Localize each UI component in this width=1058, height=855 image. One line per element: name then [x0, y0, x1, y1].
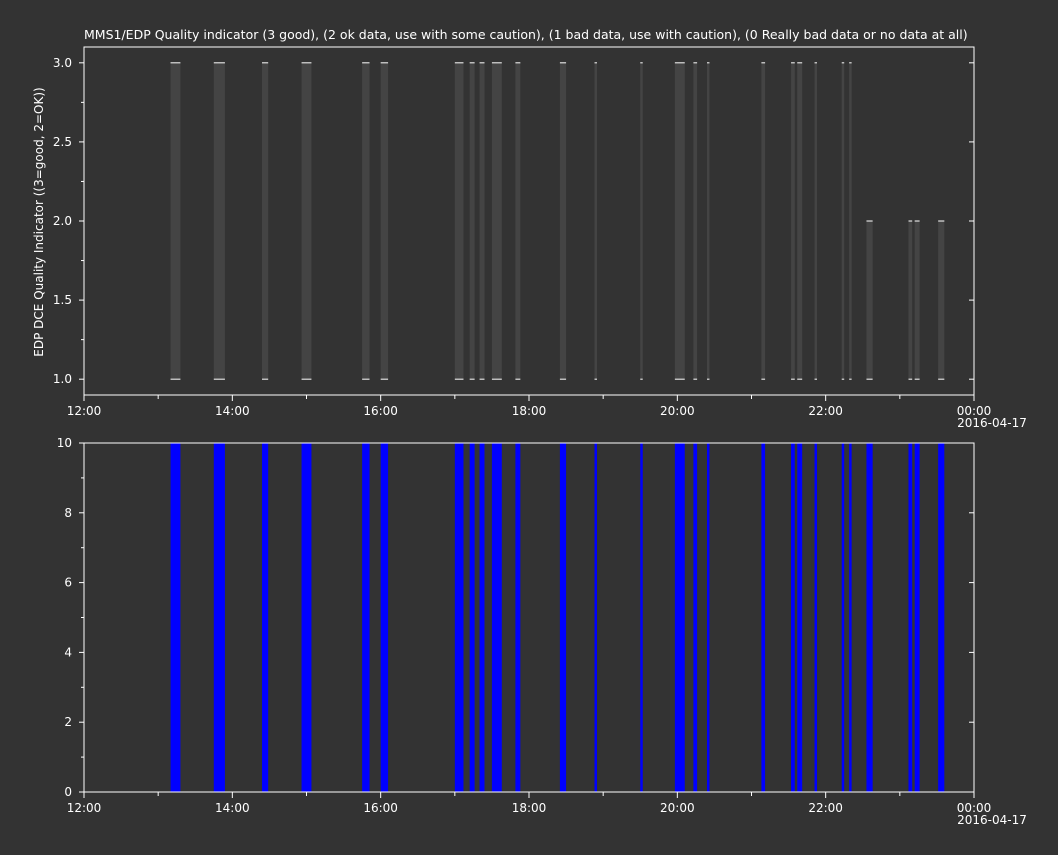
y-tick-label: 1.0: [53, 372, 72, 386]
y-tick-label: 2.0: [53, 214, 72, 228]
quality-bar: [594, 62, 597, 380]
y-tick-label: 0: [64, 785, 72, 799]
flag-bar: [170, 443, 181, 792]
panel-2: 0 2 4 6 8 10 12:00 14:00 16:00 18:00 20:00 22:00 00:…: [57, 436, 1027, 827]
quality-bar: [841, 62, 845, 380]
quality-bar: [707, 62, 710, 380]
quality-bar: [693, 62, 698, 380]
quality-bar: [640, 62, 643, 380]
quality-bar: [362, 62, 370, 380]
y-tick-label: 2.5: [53, 135, 72, 149]
flag-bar: [761, 443, 766, 792]
x-tick-label: 16:00: [363, 404, 398, 418]
y-tick-label: 4: [64, 645, 72, 659]
flag-bar: [791, 443, 795, 792]
flag-bar: [693, 443, 698, 792]
panel-1: 1.0 1.5 2.0 2.5 3.0 12:00 14:00 16:00 18:00 20:00…: [53, 46, 1027, 430]
x-tick-label: 16:00: [363, 801, 398, 815]
x-tick-label: 22:00: [808, 404, 843, 418]
quality-bar: [491, 62, 502, 380]
quality-bar: [814, 62, 818, 380]
flag-bar: [849, 443, 852, 792]
quality-bar: [170, 62, 181, 380]
chart-title: MMS1/EDP Quality indicator (3 good), (2 …: [84, 27, 968, 42]
flag-bar: [938, 443, 945, 792]
panel-1-bars: [170, 62, 945, 380]
flag-bar: [479, 443, 485, 792]
flag-bar: [469, 443, 475, 792]
y-tick-label: 2: [64, 715, 72, 729]
quality-bar: [559, 62, 567, 380]
y-tick-label: 1.5: [53, 293, 72, 307]
quality-bar: [469, 62, 475, 380]
x-tick-label: 18:00: [512, 801, 547, 815]
x-date-label: 2016-04-17: [957, 416, 1027, 430]
flag-bar: [262, 443, 269, 792]
y-tick-label: 8: [64, 506, 72, 520]
flag-bar: [908, 443, 913, 792]
flag-bar: [814, 443, 818, 792]
x-tick-label: 12:00: [67, 801, 102, 815]
flag-bar: [380, 443, 389, 792]
x-tick-label: 14:00: [215, 801, 250, 815]
flag-bar: [866, 443, 873, 792]
quality-bar: [213, 62, 225, 380]
quality-bar: [908, 221, 913, 380]
quality-bar: [479, 62, 485, 380]
quality-bar: [515, 62, 521, 380]
x-tick-label: 20:00: [660, 801, 695, 815]
flag-bar: [914, 443, 920, 792]
x-date-label: 2016-04-17: [957, 813, 1027, 827]
flag-bar: [362, 443, 370, 792]
quality-bar: [797, 62, 803, 380]
quality-bar: [866, 221, 873, 380]
quality-bar: [262, 62, 269, 380]
quality-bar: [914, 221, 920, 380]
y-tick-label: 3.0: [53, 56, 72, 70]
quality-bar: [454, 62, 464, 380]
flag-bar: [707, 443, 710, 792]
y-tick-label: 10: [57, 436, 72, 450]
y-tick-label: 6: [64, 576, 72, 590]
flag-bar: [491, 443, 502, 792]
panel1-y-axis-label: EDP DCE Quality Indicator ((3=good, 2=OK…: [32, 87, 46, 356]
x-tick-label: 12:00: [67, 404, 102, 418]
flag-bar: [640, 443, 643, 792]
x-tick-label: 00:00: [957, 404, 992, 418]
quality-bar: [938, 221, 945, 380]
flag-bar: [301, 443, 312, 792]
quality-bar: [761, 62, 766, 380]
flag-bar: [454, 443, 464, 792]
flag-bar: [797, 443, 803, 792]
quality-bar: [791, 62, 795, 380]
x-tick-label: 18:00: [512, 404, 547, 418]
flag-bar: [674, 443, 685, 792]
flag-bar: [515, 443, 521, 792]
quality-bar: [849, 62, 852, 380]
flag-bar: [559, 443, 567, 792]
panel-2-bars: [170, 443, 945, 792]
x-tick-label: 00:00: [957, 801, 992, 815]
quality-bar: [674, 62, 685, 380]
x-tick-label: 14:00: [215, 404, 250, 418]
flag-bar: [213, 443, 225, 792]
flag-bar: [841, 443, 845, 792]
quality-bar: [380, 62, 389, 380]
flag-bar: [594, 443, 597, 792]
x-tick-label: 20:00: [660, 404, 695, 418]
x-tick-label: 22:00: [808, 801, 843, 815]
quality-bar: [301, 62, 312, 380]
